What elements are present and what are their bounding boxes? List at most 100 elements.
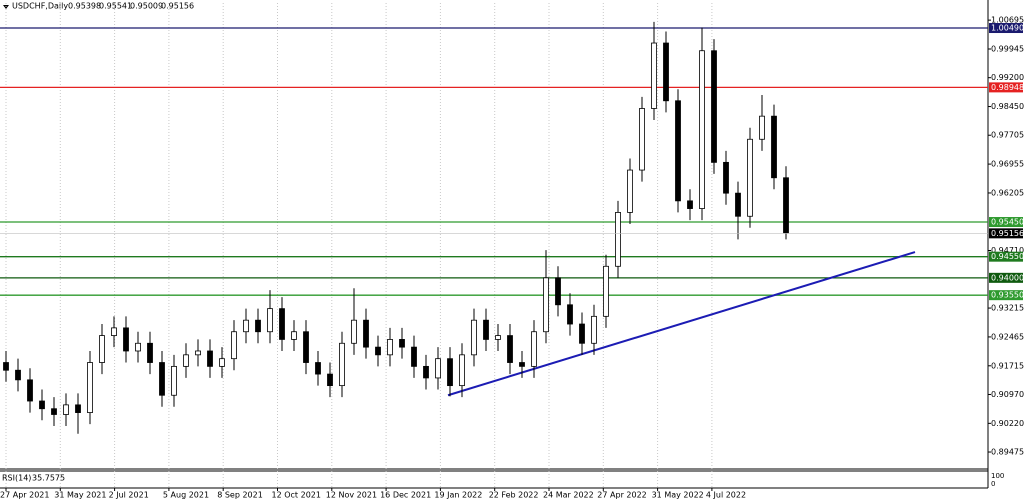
x-tick-label: 8 Sep 2021 bbox=[217, 491, 263, 500]
y-tick-label: 0.98450 bbox=[991, 102, 1024, 111]
candle-body bbox=[183, 354, 189, 367]
candle-body bbox=[339, 342, 345, 387]
candle-body bbox=[495, 335, 501, 340]
ohlc-value: 0.95156 bbox=[161, 2, 194, 11]
x-tick-label: 24 Mar 2022 bbox=[543, 491, 594, 500]
level-label: 1.00490 bbox=[991, 24, 1024, 33]
y-tick-label: 0.99945 bbox=[991, 44, 1024, 53]
candle-body bbox=[543, 277, 549, 333]
ohlc-value: 0.95009 bbox=[130, 2, 163, 11]
x-tick-label: 31 May 2022 bbox=[652, 491, 704, 500]
candle-body bbox=[555, 277, 561, 306]
candle-body bbox=[615, 212, 621, 267]
y-tick-label: 0.91715 bbox=[991, 361, 1024, 370]
level-box bbox=[989, 82, 1023, 93]
candle-body bbox=[363, 319, 369, 348]
candle-body bbox=[303, 331, 309, 363]
candle-body bbox=[567, 304, 573, 325]
candle-body bbox=[711, 50, 717, 163]
candle-body bbox=[507, 335, 513, 363]
symbol-label: USDCHF,Daily bbox=[12, 2, 68, 11]
candle-body bbox=[399, 339, 405, 348]
trendline bbox=[447, 251, 916, 397]
level-label: 0.94550 bbox=[991, 252, 1024, 261]
y-tick-label: 0.99200 bbox=[991, 73, 1024, 82]
x-tick-label: 19 Jan 2022 bbox=[434, 491, 482, 500]
level-label: 0.95450 bbox=[991, 218, 1024, 227]
x-tick-label: 27 Apr 2021 bbox=[0, 491, 49, 500]
candle-body bbox=[603, 265, 609, 317]
x-tick-label: 5 Aug 2021 bbox=[163, 491, 209, 500]
candle-body bbox=[3, 362, 9, 371]
candle-body bbox=[87, 362, 93, 413]
candle-body bbox=[663, 42, 669, 102]
candle-body bbox=[783, 177, 789, 234]
x-tick-label: 16 Dec 2021 bbox=[380, 491, 431, 500]
candle-body bbox=[231, 331, 237, 360]
candle-body bbox=[747, 138, 753, 217]
y-tick-label: 0.90970 bbox=[991, 390, 1024, 399]
candle-body bbox=[207, 350, 213, 367]
level-box bbox=[989, 251, 1023, 262]
level-label: 0.98948 bbox=[991, 83, 1024, 92]
candle-body bbox=[639, 108, 645, 171]
candle-body bbox=[243, 319, 249, 333]
candle-body bbox=[159, 362, 165, 396]
candle-body bbox=[687, 200, 693, 209]
candle-body bbox=[531, 331, 537, 367]
rsi-label: RSI(14) bbox=[2, 474, 31, 483]
y-tick-label: 0.96205 bbox=[991, 188, 1024, 197]
x-tick-label: 12 Oct 2021 bbox=[272, 491, 321, 500]
rsi-tick-label: 100 bbox=[991, 472, 1004, 480]
candle-body bbox=[279, 308, 285, 340]
candle-body bbox=[63, 404, 69, 415]
candle-body bbox=[351, 319, 357, 344]
candle-body bbox=[411, 346, 417, 367]
x-tick-label: 12 Nov 2021 bbox=[326, 491, 377, 500]
level-box bbox=[989, 272, 1023, 283]
x-tick-label: 31 May 2021 bbox=[54, 491, 106, 500]
candle-body bbox=[135, 342, 141, 352]
rsi-tick-label: 0 bbox=[991, 480, 995, 488]
current-price-box bbox=[989, 228, 1023, 239]
candle-body bbox=[195, 350, 201, 356]
candle-body bbox=[171, 365, 177, 396]
candle-body bbox=[51, 408, 57, 415]
level-box bbox=[989, 290, 1023, 301]
candle-body bbox=[435, 358, 441, 379]
candle-body bbox=[147, 342, 153, 363]
rsi-value: 35.7575 bbox=[32, 474, 65, 483]
candle-body bbox=[267, 308, 273, 333]
candle-body bbox=[675, 100, 681, 202]
candle-body bbox=[471, 319, 477, 356]
ohlc-value: 0.95398 bbox=[68, 2, 101, 11]
candle-body bbox=[519, 362, 525, 367]
y-tick-label: 0.89475 bbox=[991, 448, 1024, 457]
candle-body bbox=[123, 327, 129, 352]
candle-body bbox=[591, 315, 597, 344]
level-box bbox=[989, 217, 1023, 228]
x-tick-label: 27 Apr 2022 bbox=[597, 491, 646, 500]
candle-body bbox=[27, 379, 33, 402]
level-label: 0.94000 bbox=[991, 273, 1024, 282]
candle-body bbox=[387, 339, 393, 356]
y-tick-label: 0.93215 bbox=[991, 304, 1024, 313]
candle-body bbox=[291, 331, 297, 340]
candle-body bbox=[483, 319, 489, 340]
y-tick-label: 0.92465 bbox=[991, 332, 1024, 341]
ohlc-value: 0.95541 bbox=[99, 2, 132, 11]
candle-body bbox=[735, 192, 741, 217]
candle-body bbox=[99, 335, 105, 363]
x-tick-label: 2 Jul 2021 bbox=[109, 491, 149, 500]
candle-body bbox=[111, 327, 117, 336]
x-tick-label: 4 Jul 2022 bbox=[706, 491, 746, 500]
candle-body bbox=[375, 346, 381, 356]
candle-body bbox=[315, 362, 321, 375]
x-tick-label: 22 Feb 2022 bbox=[489, 491, 539, 500]
candle-body bbox=[627, 169, 633, 213]
y-tick-label: 0.96955 bbox=[991, 160, 1024, 169]
y-tick-label: 0.94710 bbox=[991, 246, 1024, 255]
